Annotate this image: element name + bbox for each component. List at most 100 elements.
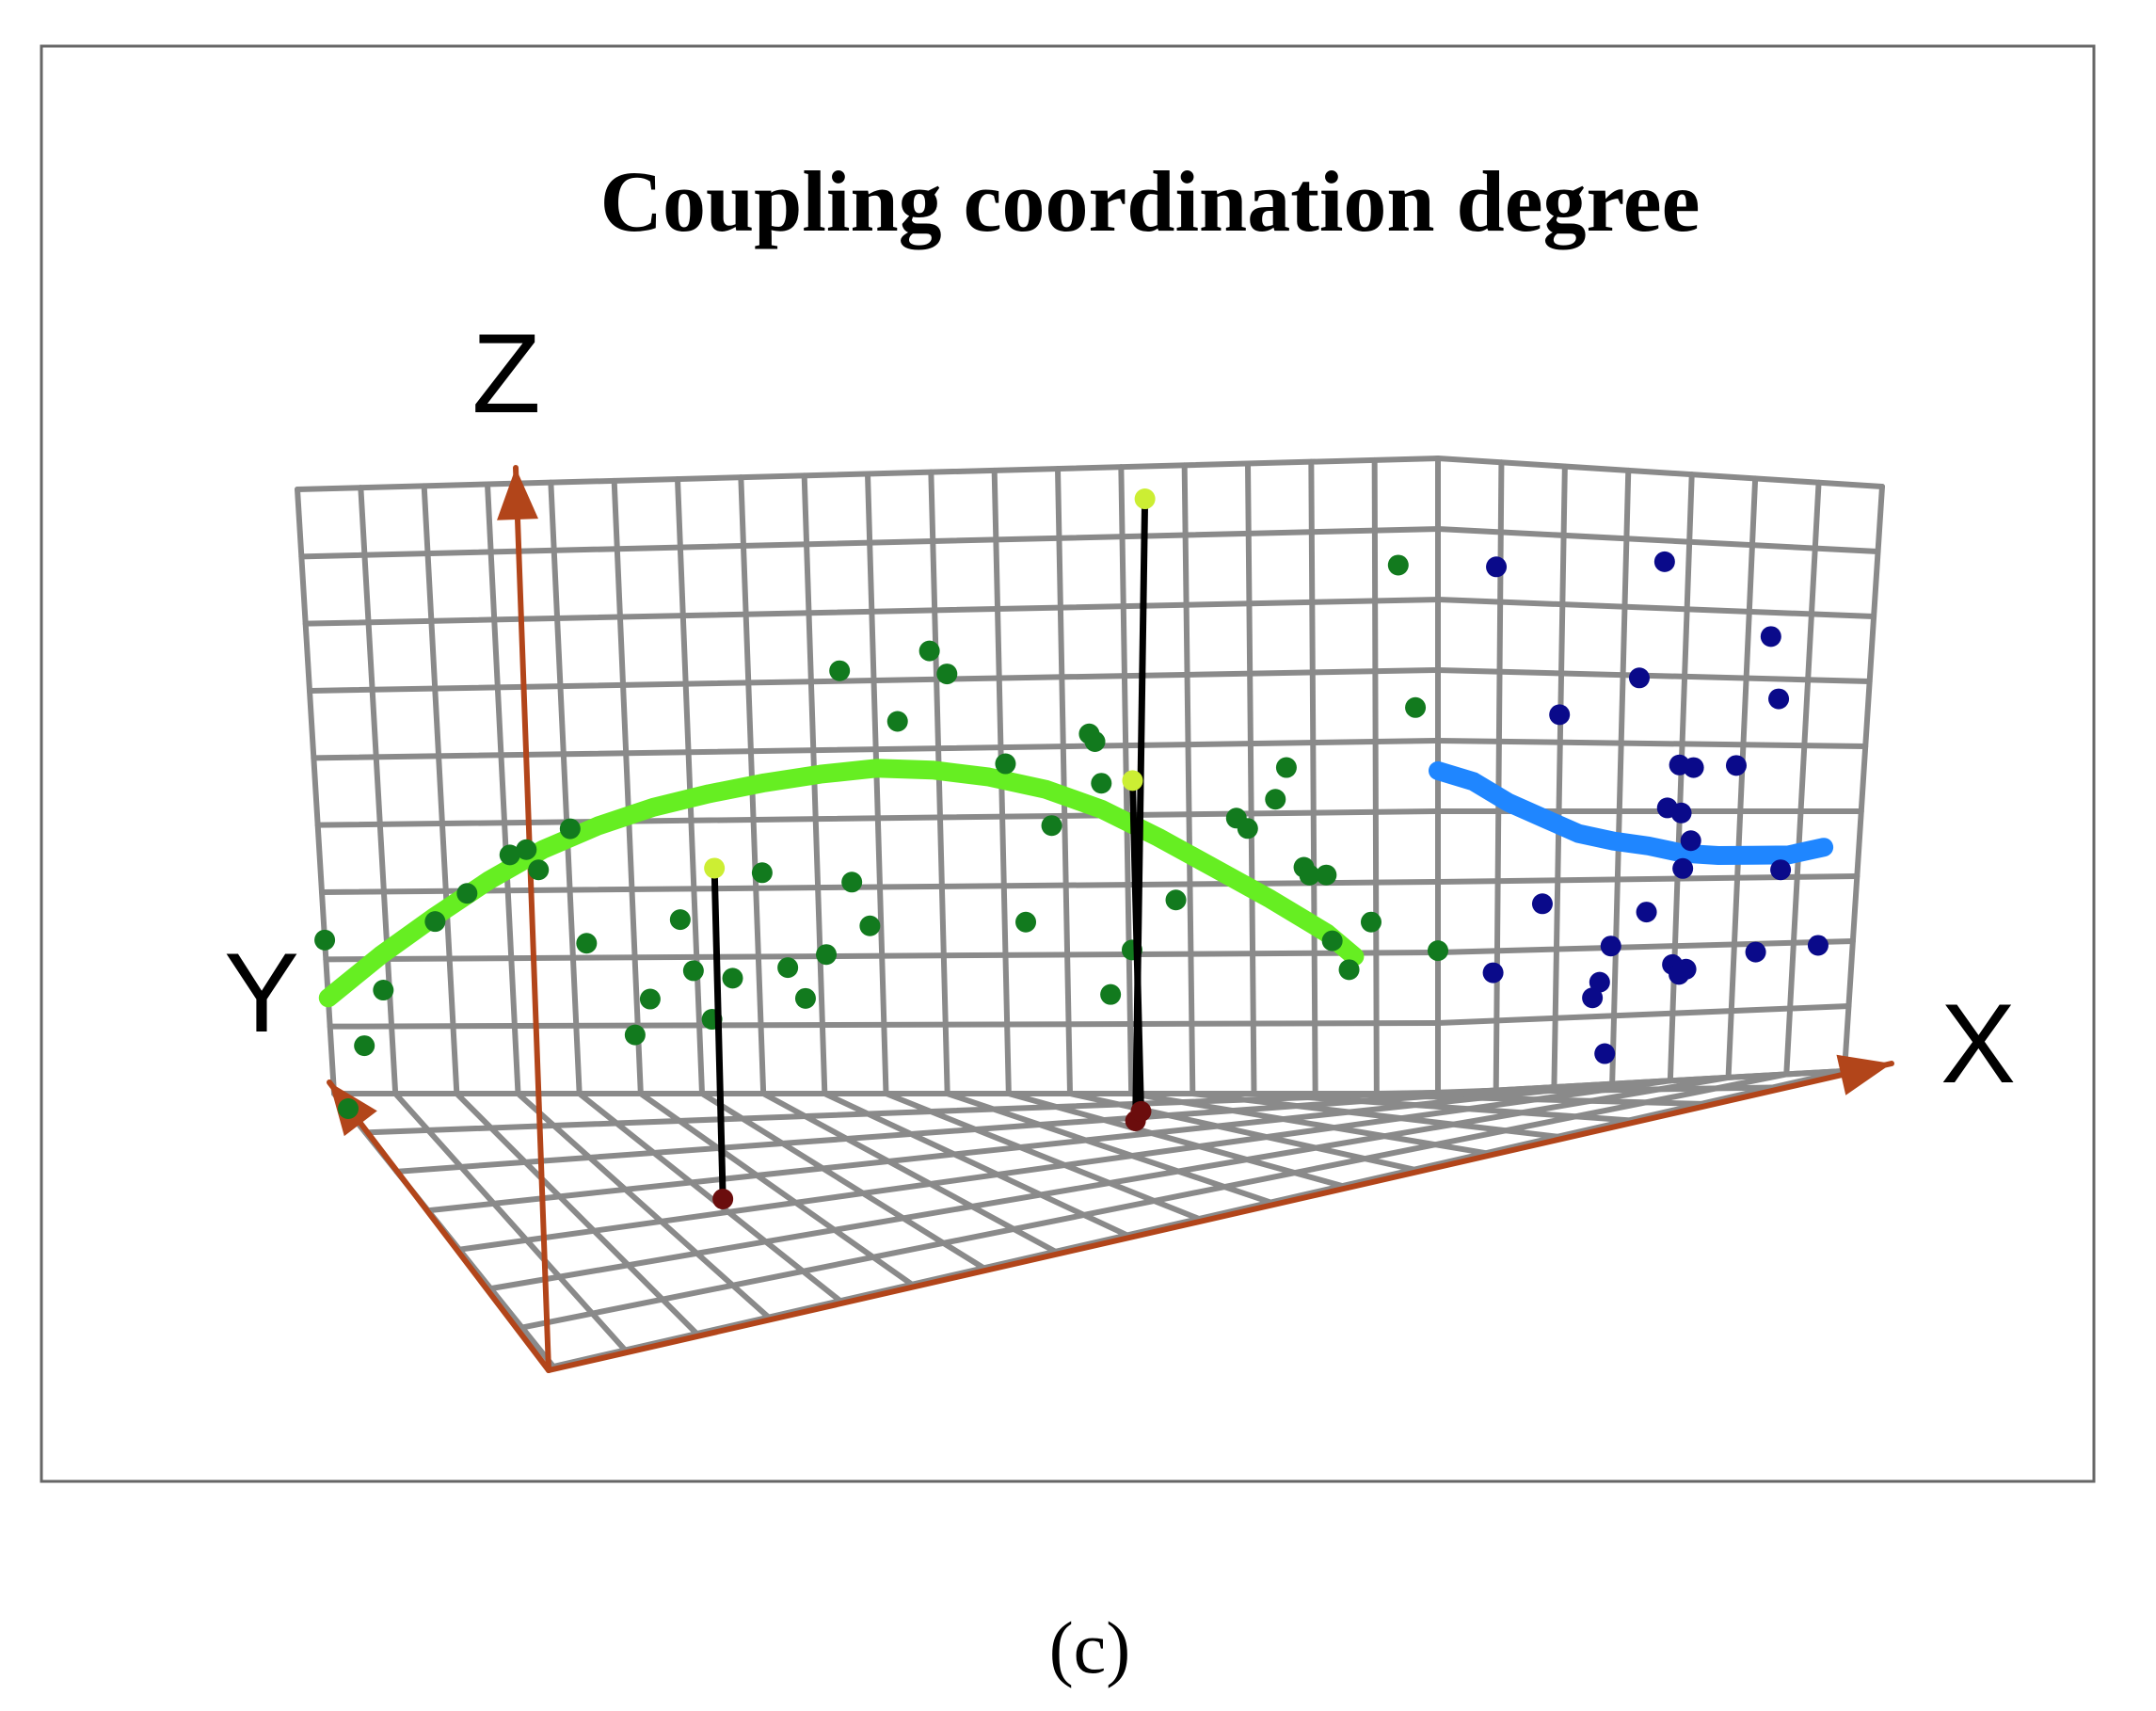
- grid-line: [928, 469, 950, 1096]
- yz-point: [1636, 902, 1657, 923]
- yz-point: [1683, 757, 1704, 778]
- stem-top-point: [1134, 488, 1156, 510]
- grid-line: [637, 1091, 916, 1287]
- grid-line: [456, 1078, 1673, 1253]
- grid-line: [307, 667, 1441, 694]
- grid-line: [485, 481, 521, 1096]
- xz-point: [1275, 757, 1297, 778]
- grid-line: [454, 1091, 700, 1337]
- xz-point: [338, 1098, 359, 1119]
- xz-point: [1015, 911, 1037, 933]
- grid-line: [1435, 597, 1877, 619]
- yz-point: [1745, 941, 1766, 963]
- xz-point: [829, 660, 851, 681]
- grid-line: [1551, 463, 1568, 1091]
- yz-point: [1628, 667, 1650, 689]
- xz-point: [1405, 696, 1427, 718]
- xz-wall-points: [314, 554, 1448, 1119]
- yz-point: [1482, 962, 1504, 983]
- xz-fit-line: [318, 759, 1365, 1008]
- grid-line: [1055, 466, 1073, 1096]
- xz-point: [1428, 940, 1448, 962]
- grid-line: [1435, 1003, 1852, 1026]
- grid-line: [883, 1091, 1202, 1222]
- x-axis-label: X: [1940, 981, 2016, 1107]
- yz-point: [1549, 704, 1571, 726]
- grid-line: [392, 1091, 629, 1353]
- grid-line: [519, 1071, 1790, 1331]
- grid-line: [1435, 938, 1856, 955]
- xz-point: [576, 933, 598, 954]
- x-axis-arrow-head: [1836, 1054, 1892, 1095]
- chart-title: Coupling coordination degree: [600, 153, 1701, 249]
- xz-point: [722, 967, 743, 989]
- grid-line: [611, 477, 644, 1096]
- stem-top-point: [704, 857, 726, 879]
- xz-point: [1165, 889, 1187, 911]
- xz-point: [669, 909, 691, 931]
- grid-line: [865, 471, 889, 1096]
- grid-line: [323, 950, 1441, 963]
- grid-line: [1245, 460, 1257, 1096]
- grid-line: [1435, 526, 1881, 554]
- y-axis-label: Y: [224, 930, 299, 1056]
- xz-point: [1100, 983, 1122, 1005]
- yz-point: [1770, 859, 1792, 881]
- grid-line: [302, 597, 1441, 627]
- yz-fit-line: [1429, 760, 1834, 865]
- grid-line: [1181, 462, 1196, 1096]
- grid-line: [393, 1084, 1557, 1175]
- xz-point: [624, 1024, 646, 1046]
- xz-point: [1338, 959, 1360, 981]
- z-axis-arrow-head: [497, 468, 538, 520]
- xz-point: [682, 960, 704, 982]
- xz-point: [794, 987, 816, 1009]
- xz-point: [456, 883, 478, 904]
- grid-line: [822, 1091, 1130, 1239]
- xz-point: [639, 988, 661, 1010]
- xz-point: [1091, 773, 1112, 794]
- grid-line: [760, 1091, 1059, 1255]
- xz-point: [1084, 730, 1106, 752]
- yz-point: [1725, 755, 1747, 776]
- xz-point: [751, 862, 773, 884]
- yz-point: [1486, 556, 1508, 578]
- xz-point: [499, 844, 520, 866]
- grid-line: [1435, 667, 1873, 684]
- grid-line: [424, 1080, 1616, 1214]
- xz-point: [1041, 815, 1062, 837]
- xz-point: [373, 980, 394, 1001]
- z-axis-label: Z: [471, 311, 540, 437]
- grid-line: [944, 1091, 1274, 1206]
- xz-point: [314, 929, 336, 951]
- grid-line: [576, 1091, 843, 1304]
- xz-point: [816, 944, 838, 966]
- yz-point: [1807, 935, 1829, 956]
- grid-line: [1308, 458, 1318, 1096]
- xz-point: [1265, 789, 1286, 810]
- xz-point: [995, 753, 1016, 775]
- yz-point: [1582, 987, 1604, 1009]
- xz-point: [1387, 554, 1409, 576]
- stem-line: [1128, 780, 1144, 1112]
- xz-point: [1299, 864, 1320, 886]
- yz-wall-points: [1482, 551, 1829, 1064]
- stems: [704, 488, 1156, 1210]
- grid-line: [699, 1091, 987, 1271]
- xz-point: [528, 859, 550, 881]
- xz-point: [1321, 930, 1343, 951]
- xz-point: [1316, 864, 1337, 886]
- xz-point: [1237, 818, 1258, 840]
- grid-line: [487, 1074, 1732, 1292]
- yz-point: [1680, 830, 1701, 852]
- xz-point: [886, 711, 908, 732]
- yz-fit-curve: [1429, 760, 1834, 865]
- xz-point: [859, 915, 881, 936]
- grid-line: [1842, 484, 1885, 1074]
- grid-line: [675, 476, 705, 1096]
- yz-point: [1768, 688, 1790, 710]
- stem-base-point: [712, 1189, 734, 1210]
- grid-line: [314, 808, 1441, 828]
- yz-point: [1760, 626, 1781, 648]
